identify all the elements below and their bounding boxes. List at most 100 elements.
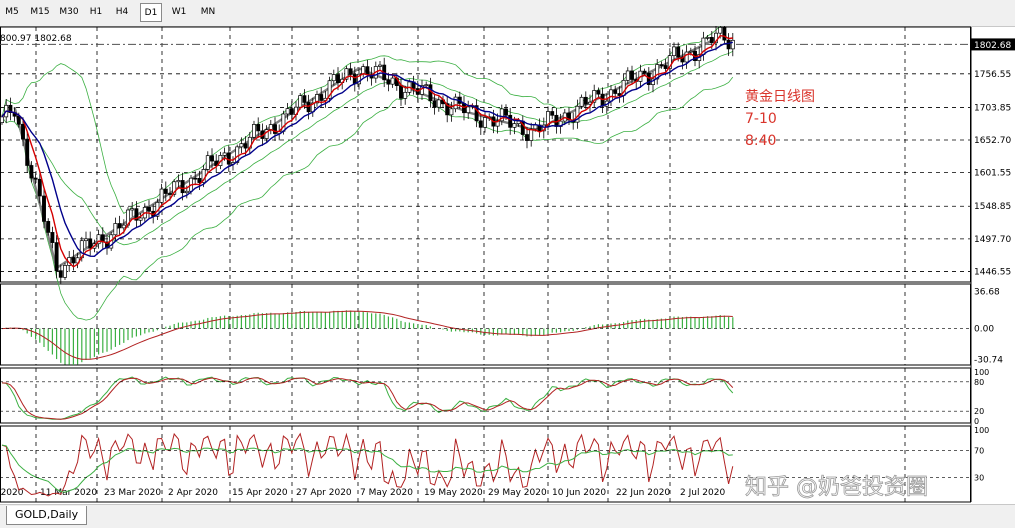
candle-body <box>592 90 597 103</box>
price-tick-label: 1601.55 <box>974 169 1011 179</box>
candle-body <box>403 91 408 99</box>
oscillator-tick-label: 30 <box>974 474 984 483</box>
x-axis-tick-label: 7 May 2020 <box>360 488 413 498</box>
candle-body <box>625 70 630 81</box>
candle-body <box>315 94 319 104</box>
candle-body <box>432 100 437 108</box>
price-tick-label: 1446.55 <box>974 267 1011 277</box>
candle-body <box>365 66 370 75</box>
timeframe-m15-button[interactable]: M15 <box>30 7 50 17</box>
annotation-time: 8:40 <box>745 133 776 149</box>
candle-body <box>672 46 676 57</box>
candle-body <box>88 238 93 249</box>
gold-daily-chart[interactable]: b 2020 11 Mar 2020 23 Mar 2020 2 Apr 2020 15… <box>0 26 1015 504</box>
candle-body <box>436 99 441 108</box>
timeframe-w1-button[interactable]: W1 <box>171 7 187 17</box>
candle-body <box>344 68 349 80</box>
moving-averages <box>1 34 733 268</box>
symbol-tab[interactable]: GOLD,Daily <box>6 506 88 525</box>
candle-body <box>37 178 42 197</box>
candle-body <box>172 181 177 195</box>
candle-body <box>243 143 248 149</box>
candle-body <box>449 108 454 116</box>
stoch-tick-label: 100 <box>974 368 989 377</box>
timeframe-m30-button[interactable]: M30 <box>59 7 79 17</box>
candle-body <box>113 223 118 236</box>
annotation-title: 黄金日线图 <box>745 88 815 105</box>
candle-body <box>121 224 126 229</box>
timeframe-d1-button[interactable]: D1 <box>140 3 162 22</box>
candle-body <box>319 94 324 101</box>
timeframe-h1-button[interactable]: H1 <box>89 7 103 17</box>
price-tick-label: 1497.70 <box>974 235 1011 245</box>
macd-tick-label: 0.00 <box>974 325 994 335</box>
candle-body <box>289 108 294 115</box>
pane-frame <box>0 26 971 283</box>
candle-body <box>193 177 198 180</box>
annotation-date: 7-10 <box>745 111 777 127</box>
candle-body <box>453 96 458 110</box>
macd-signal-line <box>1 310 733 360</box>
stoch-tick-label: 0 <box>974 417 979 426</box>
candle-body <box>646 72 651 85</box>
candle-body <box>512 123 517 128</box>
bottom-tab-strip <box>0 504 1015 528</box>
candle-body <box>298 95 303 108</box>
candle-body <box>478 120 483 128</box>
candle-body <box>709 37 714 44</box>
candle-body <box>550 111 555 116</box>
candle-body <box>680 56 685 63</box>
candle-body <box>399 85 403 99</box>
candle-body <box>285 108 290 115</box>
candle-body <box>8 104 13 113</box>
ma-fast-line <box>1 34 733 268</box>
price-tick-label: 1652.70 <box>974 136 1011 146</box>
candle-body <box>134 208 139 221</box>
candle-body <box>357 73 361 85</box>
candle-body <box>210 155 214 162</box>
x-axis-tick-label: 19 May 2020 <box>424 488 483 498</box>
timeframe-h4-button[interactable]: H4 <box>115 7 129 17</box>
candle-body <box>71 257 76 264</box>
candle-body <box>184 190 189 194</box>
timeframe-m5-button[interactable]: M5 <box>5 7 19 17</box>
candle-body <box>214 160 219 166</box>
candle-body <box>579 96 584 107</box>
oscillator-signal-line <box>1 444 733 493</box>
candle-body <box>168 193 172 195</box>
candle-body <box>16 115 21 125</box>
x-axis-tick-label: 2 Jul 2020 <box>680 488 725 498</box>
stoch-d-line <box>1 377 734 420</box>
candle-body <box>205 155 210 170</box>
x-axis-tick-label: 27 Apr 2020 <box>296 488 352 498</box>
candle-body <box>378 64 382 67</box>
price-tick-label: 1548.85 <box>974 202 1011 212</box>
candle-body <box>504 108 508 116</box>
chart-header-values: 800.97 1802.68 <box>0 34 72 44</box>
candle-body <box>331 74 336 82</box>
pane-frame <box>0 283 971 366</box>
candle-body <box>180 180 185 194</box>
candle-body <box>529 128 534 141</box>
candle-body <box>0 116 4 123</box>
x-axis-tick-label: 22 Jun 2020 <box>616 488 670 498</box>
candle-body <box>684 51 689 63</box>
candle-body <box>445 103 450 116</box>
oscillator-tick-label: 100 <box>974 426 989 435</box>
x-axis-tick-label: 29 May 2020 <box>488 488 547 498</box>
grid-lines: b 2020 11 Mar 2020 23 Mar 2020 2 Apr 2020 15… <box>0 26 971 503</box>
timeframe-mn-button[interactable]: MN <box>200 7 216 17</box>
candle-body <box>667 55 672 69</box>
candle-body <box>42 195 46 222</box>
candle-body <box>428 84 433 102</box>
candle-body <box>474 105 479 122</box>
candle-body <box>688 50 693 53</box>
candle-body <box>58 270 63 278</box>
price-axis: 1756.55 1703.85 1652.70 1601.55 1548.85 1497.… <box>970 27 1015 502</box>
candle-body <box>252 124 256 138</box>
candle-body <box>25 138 30 166</box>
macd-tick-label: 36.68 <box>974 287 1000 297</box>
current-price-badge <box>971 38 1015 51</box>
x-axis-tick-label: 2 Apr 2020 <box>168 488 218 498</box>
price-tick-label: 1756.55 <box>974 70 1011 80</box>
